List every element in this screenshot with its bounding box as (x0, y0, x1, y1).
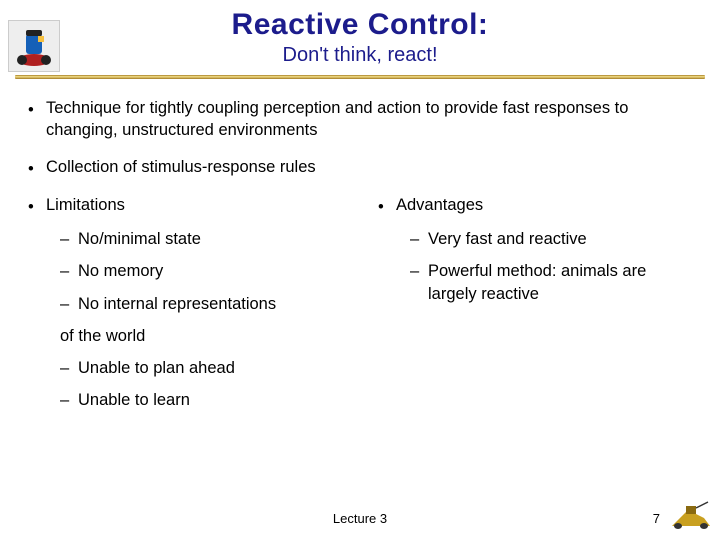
robot-crawler-icon (668, 500, 714, 530)
item-text: No/minimal state (78, 228, 360, 250)
bullet-marker: • (378, 194, 396, 218)
footer-lecture-label: Lecture 3 (333, 511, 387, 526)
advantages-list: – Very fast and reactive – Powerful meth… (360, 228, 692, 305)
list-item: – No/minimal state (60, 228, 360, 250)
two-column-row: • Limitations – No/minimal state – No me… (28, 194, 692, 422)
item-text: Powerful method: animals are largely rea… (428, 260, 692, 305)
item-text: No internal representations (78, 293, 360, 315)
dash-marker: – (60, 357, 78, 379)
heading-text: Limitations (46, 194, 125, 218)
dash-marker: – (410, 228, 428, 250)
list-item: – Very fast and reactive (410, 228, 692, 250)
limitations-list-more: – Unable to plan ahead – Unable to learn (28, 357, 360, 412)
limitations-column: • Limitations – No/minimal state – No me… (28, 194, 360, 422)
bullet-marker: • (28, 194, 46, 218)
bullet-text: Technique for tightly coupling perceptio… (46, 97, 692, 142)
limitations-heading: • Limitations (28, 194, 360, 218)
list-item: – Unable to plan ahead (60, 357, 360, 379)
slide: Reactive Control: Don't think, react! • … (0, 0, 720, 540)
heading-text: Advantages (396, 194, 483, 218)
limitations-list: – No/minimal state – No memory – No inte… (28, 228, 360, 315)
continuation-text: of the world (28, 325, 360, 347)
list-item: – No internal representations (60, 293, 360, 315)
bullet-item: • Collection of stimulus-response rules (28, 156, 692, 180)
dash-marker: – (60, 228, 78, 250)
list-item: – Unable to learn (60, 389, 360, 411)
advantages-column: • Advantages – Very fast and reactive – … (360, 194, 692, 422)
header: Reactive Control: Don't think, react! (0, 0, 720, 79)
slide-subtitle: Don't think, react! (0, 44, 720, 67)
footer-page-number: 7 (653, 511, 660, 526)
divider-bar (15, 75, 705, 79)
bullet-text: Collection of stimulus-response rules (46, 156, 692, 180)
robot-wheeled-icon (8, 20, 60, 72)
bullet-item: • Technique for tightly coupling percept… (28, 97, 692, 142)
advantages-heading: • Advantages (360, 194, 692, 218)
list-item: – No memory (60, 260, 360, 282)
bullet-marker: • (28, 97, 46, 142)
list-item: – Powerful method: animals are largely r… (410, 260, 692, 305)
dash-marker: – (410, 260, 428, 305)
item-text: Unable to learn (78, 389, 360, 411)
slide-title: Reactive Control: (0, 8, 720, 42)
dash-marker: – (60, 389, 78, 411)
item-text: Very fast and reactive (428, 228, 692, 250)
item-text: Unable to plan ahead (78, 357, 360, 379)
dash-marker: – (60, 260, 78, 282)
content-area: • Technique for tightly coupling percept… (0, 79, 720, 422)
dash-marker: – (60, 293, 78, 315)
bullet-marker: • (28, 156, 46, 180)
item-text: No memory (78, 260, 360, 282)
